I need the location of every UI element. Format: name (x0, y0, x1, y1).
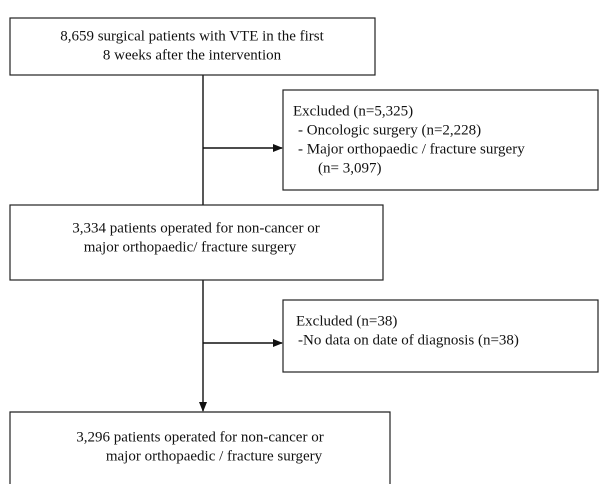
box (9, 204, 384, 281)
node-text: 3,296 patients operated for non-cancer o… (76, 429, 323, 445)
box (9, 411, 391, 484)
node-text: (n= 3,097) (318, 160, 381, 176)
box (9, 17, 376, 76)
box (282, 299, 599, 373)
box (282, 89, 599, 191)
node-text: 8,659 surgical patients with VTE in the … (60, 28, 324, 44)
node-text: - Oncologic surgery (n=2,228) (298, 122, 481, 138)
node-text: major orthopaedic / fracture surgery (106, 448, 323, 464)
node-text: -No data on date of diagnosis (n=38) (298, 332, 519, 348)
node-text: major orthopaedic/ fracture surgery (84, 239, 297, 255)
node-text: 3,334 patients operated for non-cancer o… (72, 220, 319, 236)
node-text: Excluded (n=5,325) (293, 103, 413, 119)
node-text: Excluded (n=38) (296, 313, 397, 329)
node-text: - Major orthopaedic / fracture surgery (298, 141, 525, 157)
node-text: 8 weeks after the intervention (103, 47, 282, 63)
